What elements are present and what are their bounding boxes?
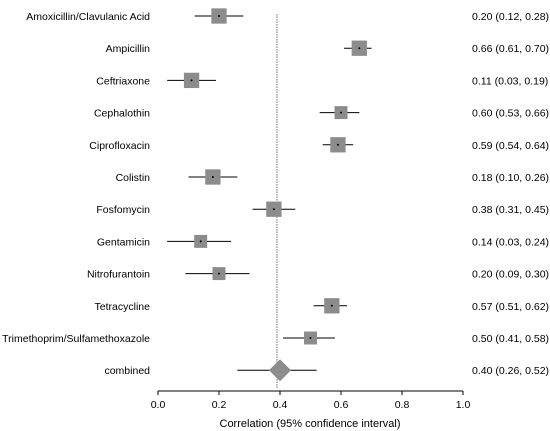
estimate-point (330, 304, 333, 307)
row-label: Nitrofurantoin (87, 269, 150, 281)
ci-text: 0.57 (0.51, 0.62) (472, 301, 549, 313)
estimate-point (272, 208, 275, 211)
forest-row: Nitrofurantoin 0.20 (0.09, 0.30) (87, 267, 549, 281)
estimate-point (336, 143, 339, 146)
row-label: combined (104, 365, 150, 377)
x-tick-label: 0.8 (395, 399, 410, 411)
ci-text: 0.66 (0.61, 0.70) (472, 43, 549, 55)
forest-row: Ampicillin 0.66 (0.61, 0.70) (106, 40, 549, 56)
forest-row: Ceftriaxone 0.11 (0.03, 0.19) (96, 72, 548, 89)
ci-text: 0.11 (0.03, 0.19) (472, 75, 548, 87)
ci-text: 0.18 (0.10, 0.26) (472, 172, 549, 184)
forest-row: Amoxicillin/Clavulanic Acid 0.20 (0.12, 0… (26, 8, 549, 24)
row-label: Ciprofloxacin (89, 140, 150, 152)
estimate-point (199, 240, 202, 243)
ci-text: 0.40 (0.26, 0.52) (472, 365, 549, 377)
estimate-point (340, 111, 342, 114)
x-tick-label: 0.0 (151, 399, 166, 411)
row-label: Gentamicin (97, 236, 150, 248)
estimate-point (218, 15, 220, 17)
forest-row: Cephalothin 0.60 (0.53, 0.66) (94, 106, 549, 120)
ci-text: 0.38 (0.31, 0.45) (472, 204, 549, 216)
x-tick-label: 0.6 (334, 399, 349, 411)
x-tick-label: 1.0 (456, 399, 471, 411)
forest-row: Trimethoprim/Sulfamethoxazole 0.50 (0.41,… (2, 331, 549, 345)
x-tick-label: 0.4 (273, 399, 288, 411)
ci-text: 0.20 (0.09, 0.30) (472, 269, 549, 281)
estimate-point (309, 337, 312, 339)
row-label: Colistin (116, 172, 151, 184)
forest-row: Fosfomycin 0.38 (0.31, 0.45) (96, 201, 549, 217)
row-label: Amoxicillin/Clavulanic Acid (26, 11, 150, 23)
row-label: Fosfomycin (96, 204, 150, 216)
x-tick-label: 0.2 (212, 399, 227, 411)
x-axis: 0.0 0.2 0.4 0.6 0.8 1.0 (151, 390, 471, 411)
ci-text: 0.59 (0.54, 0.64) (472, 140, 549, 152)
row-label: Ceftriaxone (96, 75, 150, 87)
estimate-point (358, 47, 361, 50)
ci-text: 0.60 (0.53, 0.66) (472, 108, 549, 120)
combined-diamond (269, 359, 291, 382)
estimate-point (218, 272, 220, 275)
combined-row: combined 0.40 (0.26, 0.52) (104, 359, 549, 382)
forest-row: Tetracycline 0.57 (0.51, 0.62) (95, 298, 549, 314)
row-label: Tetracycline (95, 301, 151, 313)
forest-row: Gentamicin 0.14 (0.03, 0.24) (97, 234, 549, 248)
row-label: Cephalothin (94, 108, 150, 120)
x-axis-label: Correlation (95% confidence interval) (220, 418, 401, 430)
ci-text: 0.50 (0.41, 0.58) (472, 333, 549, 345)
forest-row: Colistin 0.18 (0.10, 0.26) (116, 169, 549, 185)
ci-text: 0.20 (0.12, 0.28) (472, 11, 549, 23)
estimate-point (190, 79, 193, 82)
estimate-point (211, 176, 214, 178)
row-label: Trimethoprim/Sulfamethoxazole (2, 333, 150, 345)
forest-row: Ciprofloxacin 0.59 (0.54, 0.64) (89, 137, 549, 153)
row-label: Ampicillin (106, 43, 151, 55)
ci-text: 0.14 (0.03, 0.24) (472, 236, 549, 248)
